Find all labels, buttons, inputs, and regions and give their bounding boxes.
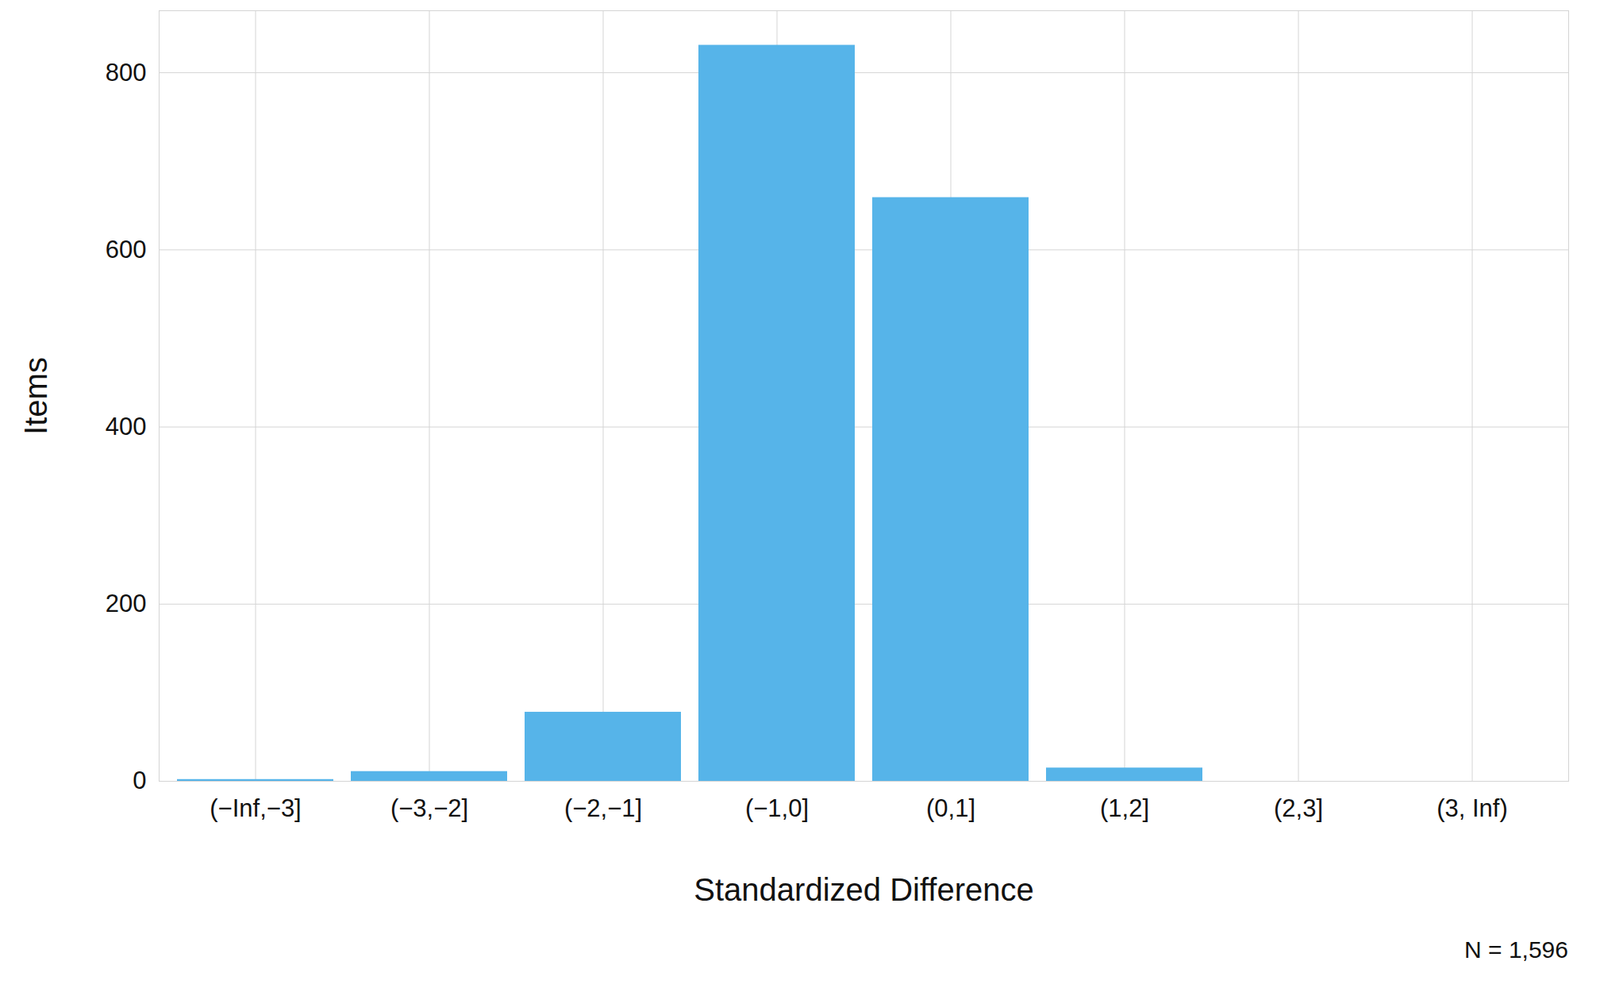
svg-text:600: 600 xyxy=(105,235,147,264)
svg-text:(2,3]: (2,3] xyxy=(1273,794,1324,823)
svg-text:(0,1]: (0,1] xyxy=(926,794,976,823)
svg-text:Items: Items xyxy=(18,357,54,435)
svg-text:(−Inf,−3]: (−Inf,−3] xyxy=(209,794,301,823)
svg-text:800: 800 xyxy=(105,58,147,87)
svg-text:(1,2]: (1,2] xyxy=(1100,794,1150,823)
svg-text:(−3,−2]: (−3,−2] xyxy=(390,794,469,823)
svg-text:200: 200 xyxy=(105,589,147,618)
svg-text:(3, Inf): (3, Inf) xyxy=(1436,794,1508,823)
svg-text:0: 0 xyxy=(132,766,147,795)
svg-text:(−2,−1]: (−2,−1] xyxy=(564,794,643,823)
svg-text:Standardized Difference: Standardized Difference xyxy=(693,872,1034,908)
svg-text:(−1,0]: (−1,0] xyxy=(745,794,809,823)
html-text:N = 1,596: N = 1,596 xyxy=(1464,936,1569,963)
svg-text:400: 400 xyxy=(105,412,147,441)
